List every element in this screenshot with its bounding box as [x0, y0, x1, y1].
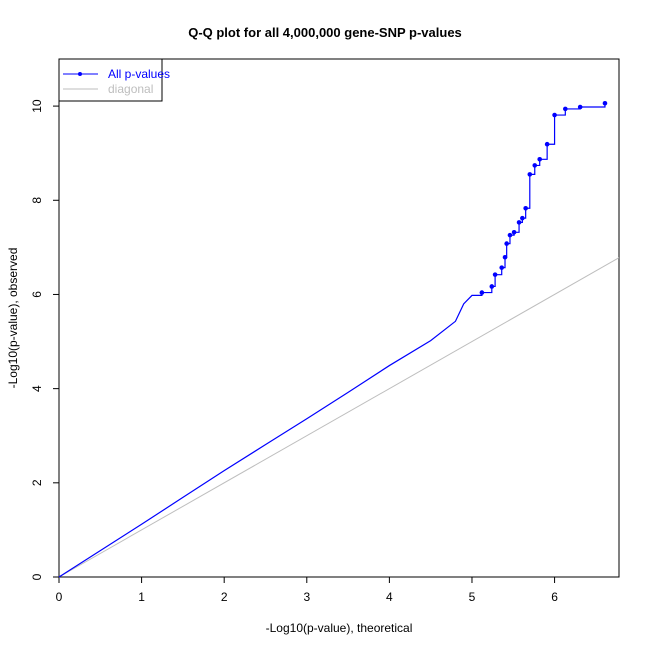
y-tick-label: 6 [30, 291, 44, 298]
legend-label-all: All p-values [108, 67, 170, 81]
y-tick-label: 8 [30, 197, 44, 204]
legend: All p-values diagonal [58, 58, 170, 102]
x-tick-label: 2 [221, 590, 228, 604]
x-tick-label: 5 [469, 590, 476, 604]
y-axis-label: -Log10(p-value), observed [6, 248, 20, 389]
x-tick-label: 3 [303, 590, 310, 604]
data-point [502, 254, 508, 260]
chart-title: Q-Q plot for all 4,000,000 gene-SNP p-va… [188, 25, 462, 40]
legend-marker [78, 72, 82, 76]
data-point [479, 290, 485, 295]
data-point [602, 100, 608, 106]
data-point [577, 104, 583, 110]
data-point [552, 112, 557, 118]
y-tick-label: 4 [30, 385, 44, 392]
data-point [516, 220, 522, 225]
x-tick-label: 1 [138, 590, 145, 604]
y-tick-label: 2 [30, 479, 44, 486]
data-point [511, 229, 517, 235]
x-tick-label: 4 [386, 590, 393, 604]
data-point [527, 172, 533, 177]
data-point [563, 106, 568, 112]
data-point [489, 284, 495, 289]
data-point [532, 163, 538, 168]
x-tick-label: 0 [56, 590, 63, 604]
x-axis-label: -Log10(p-value), theoretical [266, 621, 413, 635]
data-point [499, 265, 505, 270]
data-point [523, 205, 528, 211]
y-tick-label: 0 [30, 573, 44, 580]
diagonal-line [58, 257, 620, 578]
data-point [507, 232, 513, 238]
observed-line [58, 103, 606, 578]
data-point [504, 241, 509, 246]
data-point [520, 215, 525, 221]
x-tick-label: 6 [551, 590, 558, 604]
data-point [537, 157, 543, 162]
data-point [492, 272, 498, 277]
plot-frame [58, 58, 620, 578]
y-tick-label: 10 [30, 99, 44, 113]
data-point [544, 141, 550, 147]
legend-label-diagonal: diagonal [108, 82, 153, 96]
